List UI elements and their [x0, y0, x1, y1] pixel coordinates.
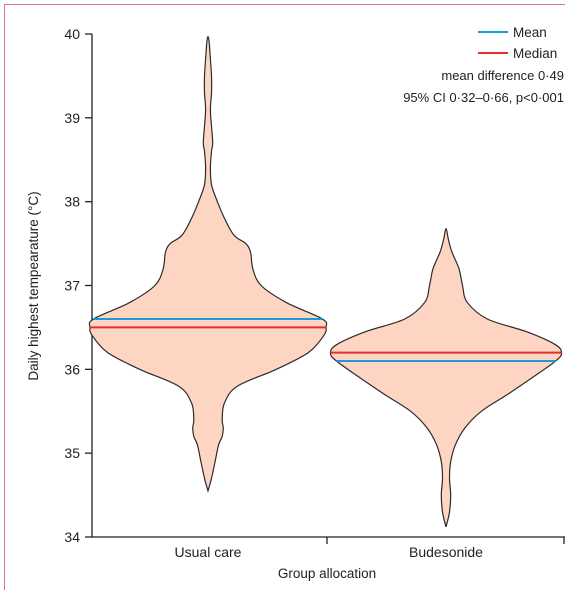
x-axis: Usual care Budesonide: [92, 536, 565, 560]
legend-median-label: Median: [513, 46, 557, 61]
x-tick-label: Budesonide: [409, 544, 483, 560]
y-tick-label: 35: [64, 445, 80, 461]
y-tick-label: 36: [64, 361, 80, 377]
legend: Mean Median: [478, 25, 557, 61]
annotation-mean-difference: mean difference 0·49: [441, 68, 564, 83]
violin-shape: [329, 227, 563, 528]
x-tick-label: Usual care: [175, 544, 242, 560]
annotations: mean difference 0·49 95% CI 0·32–0·66, p…: [403, 68, 564, 105]
y-tick-label: 39: [64, 110, 80, 126]
violins: [88, 35, 563, 528]
y-axis: 34 35 36 37 38 39 40: [64, 26, 93, 545]
violin-shape: [88, 35, 328, 494]
annotation-ci: 95% CI 0·32–0·66, p<0·001: [403, 90, 564, 105]
y-tick-label: 34: [64, 529, 80, 545]
y-tick-label: 40: [64, 26, 80, 42]
violin-group-budesonide: [329, 227, 563, 528]
y-axis-title: Daily highest tempearature (°C): [26, 191, 41, 380]
y-tick-label: 37: [64, 278, 80, 294]
legend-mean-label: Mean: [513, 25, 547, 40]
y-tick-label: 38: [64, 194, 80, 210]
figure-frame: [4, 4, 565, 590]
x-axis-title: Group allocation: [278, 566, 376, 581]
violin-group-usual-care: [88, 35, 328, 494]
